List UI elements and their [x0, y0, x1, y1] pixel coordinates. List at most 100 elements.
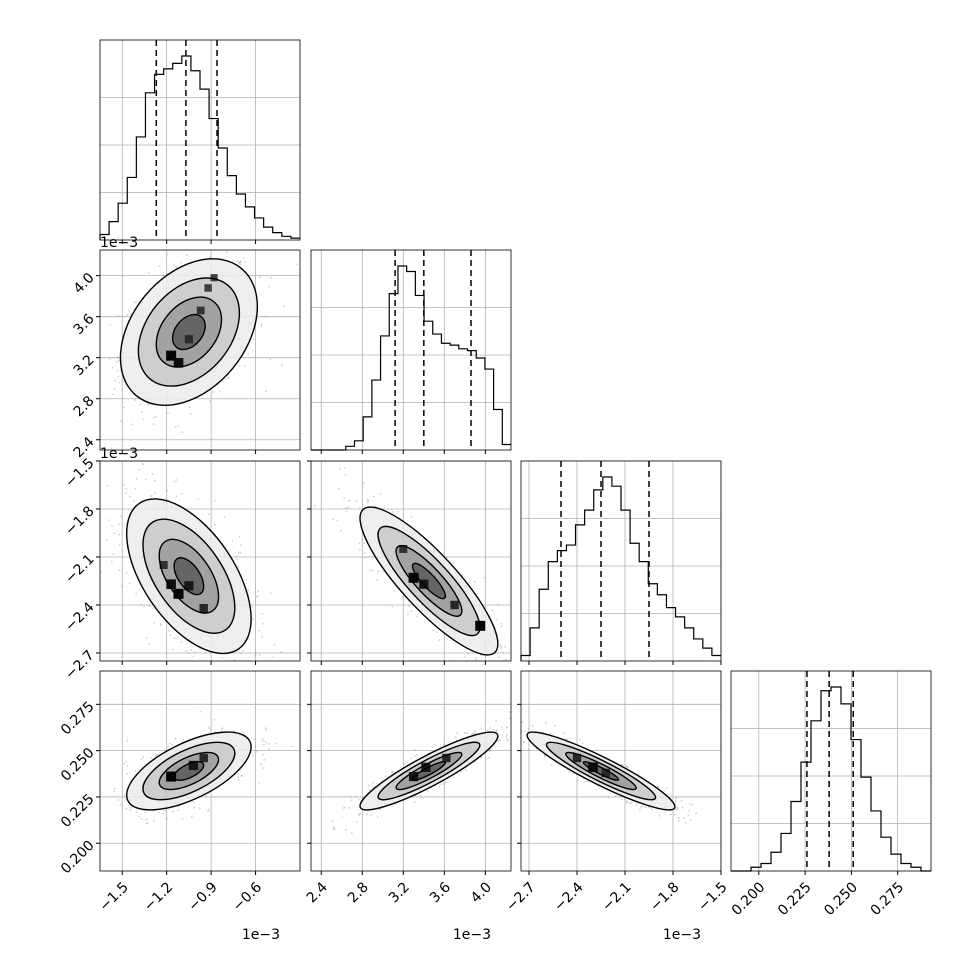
sample-point	[691, 803, 694, 806]
sample-point	[452, 562, 455, 564]
panel-frame	[99, 670, 301, 872]
sample-point	[443, 743, 445, 746]
sample-point	[262, 753, 264, 756]
sample-point	[172, 810, 174, 813]
sample-point	[177, 636, 179, 639]
sample-point	[159, 624, 162, 627]
sample-point	[500, 645, 503, 648]
sample-point	[139, 404, 142, 406]
sample-point	[270, 277, 273, 280]
sample-point	[145, 822, 148, 825]
sample-point	[345, 510, 348, 513]
sample-point	[514, 735, 516, 737]
sample-point	[683, 817, 686, 819]
sample-point	[522, 741, 525, 743]
sample-point	[125, 487, 128, 490]
sample-point	[238, 365, 241, 367]
sample-point	[144, 811, 147, 814]
sample-point	[475, 657, 478, 660]
sample-point	[339, 467, 341, 470]
sample-point	[626, 765, 629, 768]
sample-point	[257, 236, 259, 238]
sample-point	[151, 472, 154, 475]
sample-point	[241, 775, 244, 777]
contour-line	[137, 277, 241, 387]
sample-point	[426, 790, 429, 793]
sample-point	[358, 814, 361, 816]
sample-point	[689, 818, 692, 821]
sample-point	[221, 380, 224, 383]
sample-point	[155, 415, 157, 418]
sample-point	[223, 515, 226, 518]
sample-point	[244, 365, 246, 367]
sample-point	[554, 724, 556, 727]
sample-point	[265, 728, 268, 731]
histogram-step	[99, 55, 300, 240]
sample-point	[141, 463, 144, 466]
density-level	[412, 563, 446, 599]
sample-point	[657, 785, 659, 788]
sample-point	[251, 606, 254, 609]
sample-point	[135, 300, 138, 303]
sample-point	[268, 748, 270, 750]
sample-point	[239, 551, 242, 554]
sample-point	[523, 741, 526, 744]
sample-point	[225, 662, 227, 664]
sample-point	[407, 613, 409, 616]
sample-point	[169, 742, 172, 745]
sample-point	[197, 498, 200, 501]
density-level	[174, 557, 204, 595]
sample-point	[627, 766, 629, 769]
sample-point	[491, 609, 494, 612]
sample-point	[382, 570, 385, 573]
panel-frame	[520, 670, 722, 872]
sample-point	[363, 552, 366, 554]
sample-point	[238, 535, 241, 538]
sample-point	[128, 310, 131, 312]
sample-point	[262, 767, 265, 769]
sample-point	[258, 245, 260, 247]
sample-point	[264, 390, 267, 392]
sample-point	[480, 727, 483, 730]
sample-point	[69, 336, 71, 338]
y-offset-label: 1e−3	[100, 235, 138, 251]
sample-point	[238, 262, 241, 264]
sample-point	[500, 647, 502, 650]
sample-point	[673, 813, 676, 816]
sample-point	[162, 812, 165, 815]
y-tick-label: −1.8	[62, 503, 97, 538]
sample-point	[681, 806, 684, 809]
sample-point	[453, 776, 455, 779]
sample-point	[438, 639, 441, 641]
sample-point	[482, 576, 485, 579]
panel-frame	[310, 249, 512, 451]
sample-point	[128, 582, 131, 585]
sample-point	[519, 663, 521, 665]
sample-point	[237, 551, 240, 554]
sample-point	[166, 489, 168, 492]
sample-point	[506, 727, 509, 729]
sample-point	[239, 261, 242, 263]
sample-point	[350, 796, 352, 798]
sample-point	[214, 730, 217, 733]
sample-point	[106, 484, 109, 487]
sample-point	[129, 496, 131, 498]
sample-point	[507, 739, 510, 742]
sample-point	[497, 740, 500, 742]
x-tick-label: 0.275	[868, 879, 908, 919]
sample-point	[123, 762, 126, 765]
sample-point	[358, 542, 361, 545]
sample-point	[442, 783, 445, 785]
sample-point	[621, 764, 624, 767]
sample-point	[283, 305, 285, 307]
sample-point	[372, 781, 375, 784]
sample-point	[526, 711, 528, 713]
sample-point	[214, 524, 216, 526]
sample-point	[355, 795, 358, 798]
sample-point	[148, 642, 151, 645]
sample-point	[499, 644, 502, 647]
sample-point	[108, 519, 110, 522]
sample-point	[442, 552, 445, 555]
sample-point	[118, 381, 121, 384]
sample-point	[175, 495, 178, 498]
